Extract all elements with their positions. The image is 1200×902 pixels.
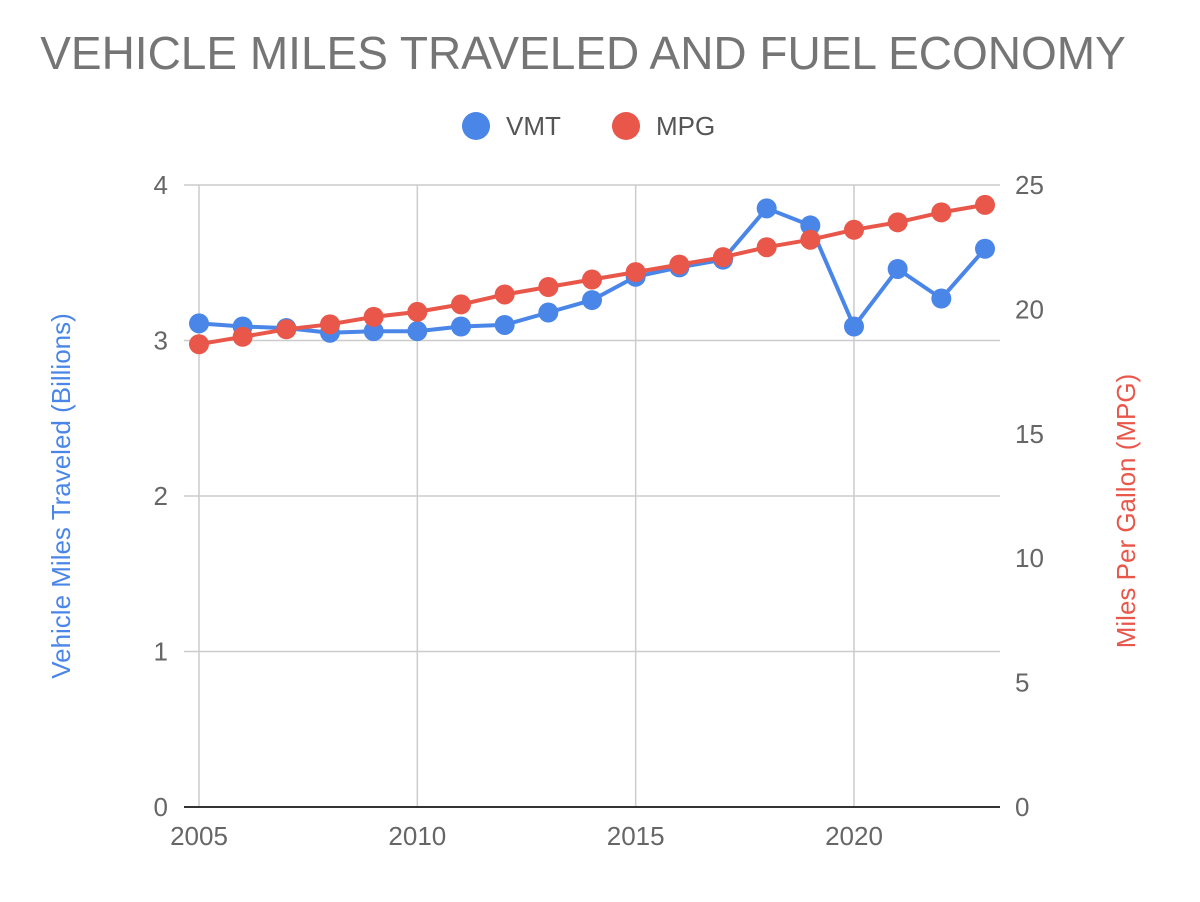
data-point-mpg — [320, 314, 340, 335]
data-point-mpg — [363, 306, 384, 327]
y-left-tick-label: 1 — [154, 637, 168, 667]
legend: VMT MPG — [462, 111, 715, 141]
y-left-tick-label: 0 — [154, 792, 168, 822]
y-left-tick-label: 4 — [154, 170, 168, 200]
y-left-tick-label: 2 — [154, 481, 168, 511]
data-point-vmt — [887, 258, 908, 279]
data-point-mpg — [407, 301, 428, 322]
data-point-mpg — [625, 262, 646, 283]
y-right-tick-label: 10 — [1015, 543, 1044, 573]
legend-marker-vmt — [462, 112, 490, 140]
axes: 0 1 2 3 4 0 5 10 15 20 25 2005 2010 2015 2020 — [154, 170, 1044, 851]
left-axis-label: Vehicle Miles Traveled (Billions) — [46, 313, 76, 679]
data-point-vmt — [844, 316, 864, 337]
data-point-mpg — [276, 319, 297, 340]
data-point-mpg — [931, 202, 952, 223]
series-layer — [189, 194, 995, 355]
data-point-mpg — [756, 237, 777, 258]
y-right-tick-label: 25 — [1015, 170, 1044, 200]
legend-label-vmt: VMT — [506, 111, 561, 141]
data-point-vmt — [189, 313, 209, 334]
data-point-mpg — [451, 294, 471, 315]
data-point-mpg — [538, 277, 559, 298]
x-tick-label: 2005 — [170, 821, 228, 851]
data-point-mpg — [713, 247, 733, 268]
data-point-mpg — [189, 334, 209, 355]
data-point-mpg — [669, 254, 690, 275]
data-point-vmt — [538, 302, 559, 323]
data-point-mpg — [232, 326, 253, 347]
x-tick-label: 2015 — [607, 821, 665, 851]
data-point-mpg — [582, 269, 602, 290]
data-point-vmt — [800, 215, 821, 236]
legend-label-mpg: MPG — [656, 111, 715, 141]
data-point-vmt — [975, 238, 995, 259]
data-point-vmt — [407, 321, 428, 342]
series-mpg — [189, 194, 995, 355]
y-right-tick-label: 15 — [1015, 419, 1044, 449]
data-point-vmt — [363, 321, 384, 342]
x-tick-label: 2010 — [388, 821, 446, 851]
legend-marker-mpg — [612, 112, 640, 140]
y-right-tick-label: 0 — [1015, 792, 1029, 822]
data-point-mpg — [800, 229, 821, 250]
data-point-vmt — [931, 288, 952, 309]
data-point-mpg — [975, 194, 995, 215]
data-point-vmt — [756, 198, 777, 219]
data-point-vmt — [582, 290, 602, 311]
data-point-mpg — [887, 212, 908, 233]
data-point-vmt — [451, 316, 471, 337]
data-point-mpg — [844, 219, 864, 240]
chart-title: VEHICLE MILES TRAVELED AND FUEL ECONOMY — [40, 27, 1126, 79]
right-axis-label: Miles Per Gallon (MPG) — [1111, 374, 1141, 649]
y-right-tick-label: 5 — [1015, 668, 1029, 698]
y-left-tick-label: 3 — [154, 326, 168, 356]
gridlines — [184, 184, 1000, 807]
x-tick-label: 2020 — [825, 821, 883, 851]
y-right-tick-label: 20 — [1015, 294, 1044, 324]
data-point-mpg — [494, 284, 515, 305]
data-point-vmt — [494, 314, 515, 335]
